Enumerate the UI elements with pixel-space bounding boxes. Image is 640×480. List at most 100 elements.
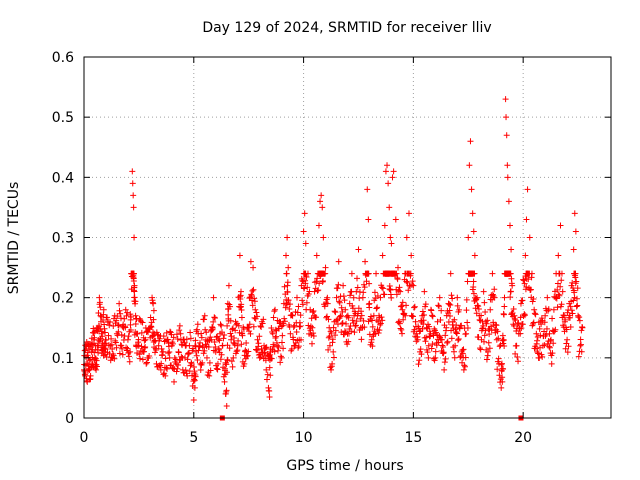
data-point <box>246 321 253 328</box>
data-point <box>462 354 469 361</box>
data-point <box>366 300 373 307</box>
data-point <box>563 326 570 333</box>
data-point <box>452 329 459 336</box>
data-point <box>191 377 198 384</box>
data-point <box>266 364 273 371</box>
data-point <box>499 332 506 339</box>
data-point <box>552 326 559 333</box>
data-point <box>470 278 477 285</box>
data-point <box>252 306 259 313</box>
data-point <box>570 297 577 304</box>
y-tick-label: 0.5 <box>52 110 74 126</box>
data-point <box>487 306 494 313</box>
data-point <box>384 162 391 169</box>
data-point <box>403 302 410 309</box>
data-point <box>158 345 165 352</box>
x-tick-label: 5 <box>189 430 198 446</box>
data-point <box>422 301 429 308</box>
data-point <box>515 358 522 365</box>
data-point <box>507 294 514 301</box>
data-point <box>388 240 395 247</box>
data-point <box>338 304 345 311</box>
data-point <box>466 162 473 169</box>
data-point <box>371 289 378 296</box>
data-point <box>415 361 422 368</box>
data-point <box>521 312 528 319</box>
data-point <box>271 308 278 315</box>
data-point <box>247 294 254 301</box>
data-point <box>201 347 208 354</box>
data-point <box>226 345 233 352</box>
data-point <box>493 336 500 343</box>
data-point <box>176 322 183 329</box>
data-point <box>282 304 289 311</box>
data-point <box>93 357 100 364</box>
data-point <box>259 320 266 327</box>
data-point <box>572 228 579 235</box>
data-point <box>379 252 386 259</box>
data-point <box>405 287 412 294</box>
data-point <box>350 294 357 301</box>
data-point <box>230 354 237 361</box>
data-point <box>378 314 385 321</box>
data-point <box>517 330 524 337</box>
data-point <box>253 309 260 316</box>
data-point <box>499 337 506 344</box>
data-point <box>495 335 502 342</box>
data-point <box>280 300 287 307</box>
data-point <box>186 342 193 349</box>
data-point <box>231 334 238 341</box>
data-point <box>254 336 261 343</box>
data-point <box>91 334 98 341</box>
data-point <box>394 276 401 283</box>
data-point <box>532 311 539 318</box>
data-point <box>468 186 475 193</box>
data-point <box>486 331 493 338</box>
data-point <box>500 365 507 372</box>
data-point <box>340 293 347 300</box>
data-point <box>213 365 220 372</box>
data-point <box>309 340 316 347</box>
data-point <box>314 287 321 294</box>
data-point <box>336 299 343 306</box>
data-point <box>324 313 331 320</box>
data-point <box>544 340 551 347</box>
data-point <box>311 279 318 286</box>
data-point <box>408 312 415 319</box>
data-point <box>512 317 519 324</box>
data-point <box>573 303 580 310</box>
data-point <box>207 334 214 341</box>
data-point <box>431 357 438 364</box>
data-point <box>270 314 277 321</box>
data-point <box>229 363 236 370</box>
data-point <box>170 334 177 341</box>
data-point <box>99 333 106 340</box>
data-point <box>485 339 492 346</box>
data-point <box>463 330 470 337</box>
data-point <box>107 342 114 349</box>
data-point <box>392 216 399 223</box>
data-point <box>478 312 485 319</box>
data-point <box>569 310 576 317</box>
data-point <box>165 343 172 350</box>
data-point <box>438 307 445 314</box>
data-point <box>524 186 531 193</box>
data-point <box>470 283 477 290</box>
data-point <box>548 360 555 367</box>
data-point <box>352 322 359 329</box>
data-point <box>300 228 307 235</box>
data-point <box>555 291 562 298</box>
data-point <box>251 295 258 302</box>
data-point <box>489 270 496 277</box>
data-point <box>220 335 227 342</box>
data-point <box>151 330 158 337</box>
data-point <box>430 332 437 339</box>
data-point <box>243 339 250 346</box>
data-point <box>314 275 321 282</box>
data-point <box>233 348 240 355</box>
data-point <box>306 288 313 295</box>
data-point <box>250 286 257 293</box>
data-point <box>441 366 448 373</box>
data-point <box>119 351 126 358</box>
data-point <box>223 402 230 409</box>
